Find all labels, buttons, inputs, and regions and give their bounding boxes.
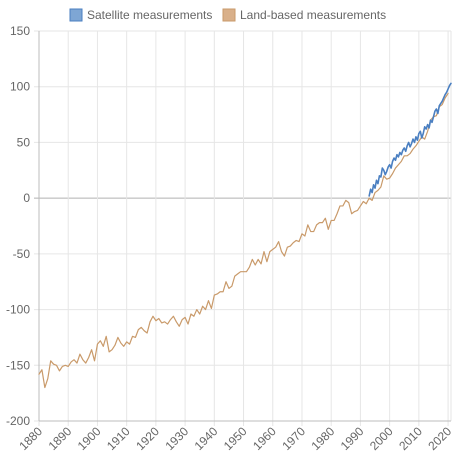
y-tick-label: -50 (13, 247, 31, 261)
x-tick-label: 1980 (309, 424, 338, 453)
y-tick-label: -150 (6, 358, 30, 372)
legend-label-land: Land-based measurements (240, 8, 386, 22)
legend-swatch-satellite (69, 8, 83, 22)
x-tick-label: 1890 (46, 424, 75, 453)
y-tick-label: 50 (17, 135, 31, 149)
legend-swatch-land (222, 8, 236, 22)
x-tick-label: 1920 (133, 424, 162, 453)
x-tick-label: 1940 (192, 424, 221, 453)
x-tick-label: 1970 (279, 424, 308, 453)
y-tick-label: -200 (6, 414, 30, 428)
x-tick-label: 2020 (425, 424, 454, 453)
x-tick-label: 1930 (162, 424, 191, 453)
y-tick-label: 100 (10, 80, 30, 94)
x-tick-label: 1950 (221, 424, 250, 453)
x-tick-label: 1910 (104, 424, 133, 453)
plot-area (38, 82, 452, 389)
x-tick-label: 1960 (250, 424, 279, 453)
legend-label-satellite: Satellite measurements (87, 8, 212, 22)
y-axis: 150 100 50 0 -50 -100 -150 -200 (6, 24, 40, 428)
y-tick-label: 150 (10, 24, 30, 38)
y-tick-label: -100 (6, 303, 30, 317)
x-tick-label: 2000 (367, 424, 396, 453)
x-tick-label: 1880 (16, 424, 45, 453)
grid (34, 30, 452, 426)
series-line-satellite (368, 82, 452, 197)
x-tick-label: 2010 (396, 424, 425, 453)
y-tick-label: 0 (23, 191, 30, 205)
x-tick-label: 1990 (338, 424, 367, 453)
series-line-land (38, 92, 449, 389)
legend-item-land[interactable]: Land-based measurements (222, 8, 386, 22)
x-tick-label: 1900 (75, 424, 104, 453)
legend: Satellite measurements Land-based measur… (69, 8, 386, 22)
legend-item-satellite[interactable]: Satellite measurements (69, 8, 212, 22)
x-axis: 1880 1890 1900 1910 1920 1930 1940 1950 1960 1970… (16, 420, 454, 453)
